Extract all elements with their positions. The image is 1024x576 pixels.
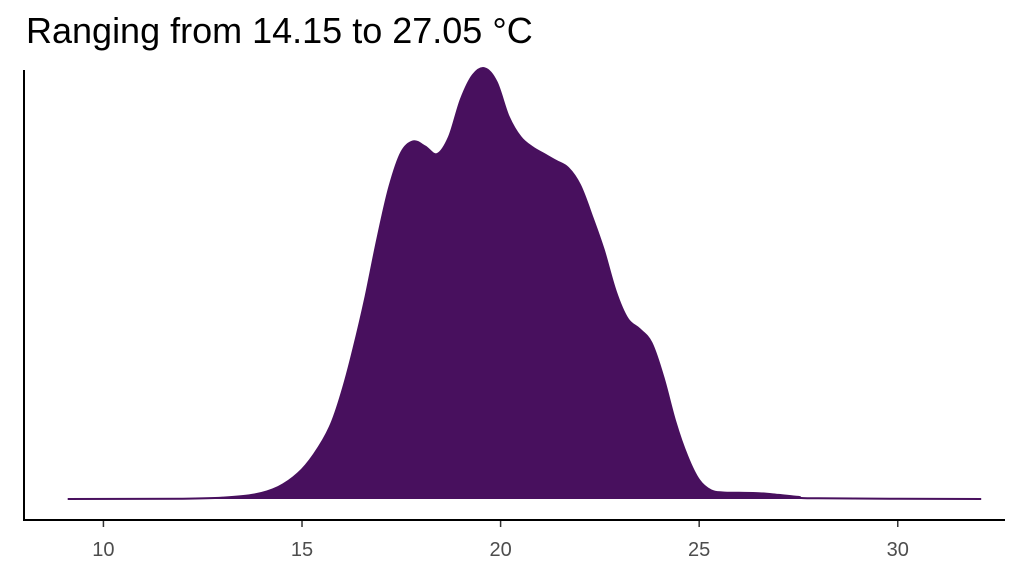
x-tick-label: 30 — [887, 539, 909, 561]
density-area — [67, 68, 982, 499]
x-tick-label: 25 — [688, 539, 710, 561]
chart-title: Ranging from 14.15 to 27.05 °C — [26, 10, 533, 51]
density-layer — [67, 67, 982, 500]
x-tick-label: 10 — [92, 539, 114, 561]
x-axis-ticks: 10 15 20 25 30 — [92, 521, 909, 561]
density-outline — [67, 67, 982, 500]
x-tick-label: 15 — [291, 539, 313, 561]
x-tick-label: 20 — [489, 539, 511, 561]
